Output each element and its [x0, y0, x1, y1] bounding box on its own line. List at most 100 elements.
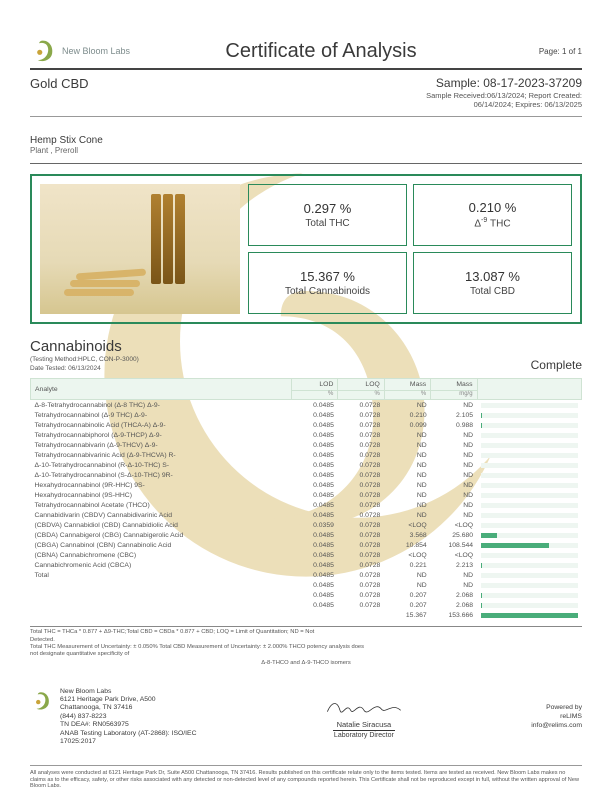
analyte-name	[31, 600, 292, 610]
table-row: Tetrahydrocannabinolic Acid (THCA-A) Δ-9…	[31, 420, 582, 430]
bar-wrap	[481, 403, 577, 408]
product-block: Hemp Stix Cone Plant , Preroll	[30, 135, 582, 155]
bar-wrap	[481, 553, 577, 558]
analyte-bar-cell	[477, 490, 581, 500]
summary-label: Total THC	[305, 218, 349, 229]
analyte-name: Δ-10-Tetrahydrocannabinol (S-Δ-10-THC) 9…	[31, 470, 292, 480]
analyte-bar-cell	[477, 590, 581, 600]
analyte-bar-cell	[477, 510, 581, 520]
analyte-pct: ND	[384, 450, 430, 460]
footer-address-line: 6121 Heritage Park Drive, A500	[60, 696, 197, 704]
table-row: Tetrahydrocannabivarin (Δ-9-THCV) Δ-9-0.…	[31, 440, 582, 450]
analyte-loq: 0.0728	[338, 470, 384, 480]
analyte-name: (CBDVA) Cannabidiol (CBD) Cannabidiolic …	[31, 520, 292, 530]
analyte-lod: 0.0485	[292, 440, 338, 450]
analyte-name: Tetrahydrocannabinol Acetate (THCO)	[31, 500, 292, 510]
unit-loq: %	[338, 391, 384, 400]
notes-divider	[30, 626, 582, 627]
table-row: Total0.04850.0728NDND	[31, 570, 582, 580]
footer-address-line: Chattanooga, TN 37416	[60, 704, 197, 712]
analyte-mgg: 0.988	[431, 420, 477, 430]
analyte-name: Total	[31, 570, 292, 580]
analyte-bar-cell	[477, 610, 581, 620]
bar-fill	[481, 563, 482, 568]
analyte-bar-cell	[477, 500, 581, 510]
analyte-mgg: 153.666	[431, 610, 477, 620]
analyte-loq: 0.0728	[338, 480, 384, 490]
table-row: (CBDA) Cannabigerol (CBG) Cannabigerolic…	[31, 530, 582, 540]
bar-wrap	[481, 583, 577, 588]
analyte-bar-cell	[477, 520, 581, 530]
analyte-mgg: 2.068	[431, 590, 477, 600]
col-analyte: Analyte	[31, 379, 292, 400]
analyte-loq: 0.0728	[338, 520, 384, 530]
analyte-lod	[292, 610, 338, 620]
bar-wrap	[481, 513, 577, 518]
bar-fill	[481, 593, 482, 598]
footer-logo-icon	[30, 690, 52, 712]
disclaimer: All analyses were conducted at 6121 Heri…	[30, 765, 582, 790]
sample-info: Sample: 08-17-2023-37209 Sample Received…	[426, 76, 582, 110]
table-row: Cannabidivarin (CBDV) Cannabidivarinic A…	[31, 510, 582, 520]
analyte-bar-cell	[477, 450, 581, 460]
signature-icon	[324, 696, 404, 718]
bar-wrap	[481, 453, 577, 458]
analyte-loq: 0.0728	[338, 460, 384, 470]
analyte-pct: 15.367	[384, 610, 430, 620]
analyte-bar-cell	[477, 540, 581, 550]
analyte-loq: 0.0728	[338, 600, 384, 610]
analyte-lod: 0.0485	[292, 580, 338, 590]
notes-line3: Total THC Measurement of Uncertainty: ± …	[30, 644, 582, 651]
summary-grid: 0.297 %Total THC0.210 %Δ-9 THC15.367 %To…	[248, 184, 572, 314]
analyte-pct: ND	[384, 490, 430, 500]
analyte-mgg: <LOQ	[431, 550, 477, 560]
product-divider	[30, 163, 582, 164]
analyte-loq	[338, 610, 384, 620]
analyte-bar-cell	[477, 560, 581, 570]
header-rule	[30, 68, 582, 70]
analyte-name: Tetrahydrocannabinolic Acid (THCA-A) Δ-9…	[31, 420, 292, 430]
analyte-pct: ND	[384, 440, 430, 450]
analyte-mgg: 108.544	[431, 540, 477, 550]
summary-cell: 0.297 % Total THC	[248, 184, 407, 246]
table-row: (CBNA) Cannabichromene (CBC)0.04850.0728…	[31, 550, 582, 560]
sample-photo	[40, 184, 240, 314]
product-name: Hemp Stix Cone	[30, 135, 582, 146]
bar-wrap	[481, 483, 577, 488]
analyte-lod: 0.0485	[292, 590, 338, 600]
analyte-pct: 3.568	[384, 530, 430, 540]
analyte-mgg: ND	[431, 470, 477, 480]
analyte-pct: ND	[384, 480, 430, 490]
analyte-loq: 0.0728	[338, 420, 384, 430]
table-row: (CBGA) Cannabinol (CBN) Cannabinolic Aci…	[31, 540, 582, 550]
analyte-pct: ND	[384, 470, 430, 480]
analyte-lod: 0.0485	[292, 570, 338, 580]
analyte-name: Cannabichromenic Acid (CBCA)	[31, 560, 292, 570]
summary-value: 0.297 %	[304, 201, 352, 216]
footer-address-line: TN DEA#: RN0563975	[60, 721, 197, 729]
analyte-mgg: ND	[431, 440, 477, 450]
analyte-loq: 0.0728	[338, 450, 384, 460]
footer-address: New Bloom Labs6121 Heritage Park Drive, …	[60, 688, 197, 747]
analyte-mgg: ND	[431, 400, 477, 411]
cannabinoids-date: Date Tested: 06/13/2024	[30, 365, 139, 373]
table-row: 0.04850.07280.2072.068	[31, 590, 582, 600]
bar-wrap	[481, 593, 577, 598]
client-name: Gold CBD	[30, 76, 89, 91]
analyte-loq: 0.0728	[338, 530, 384, 540]
analyte-bar-cell	[477, 410, 581, 420]
analyte-name: Hexahydrocannabinol (9R-HHC) 9S-	[31, 480, 292, 490]
bar-wrap	[481, 573, 577, 578]
summary-cell: 0.210 %Δ-9 THC	[413, 184, 572, 246]
col-mass-pct: Mass	[384, 379, 430, 391]
analyte-name: Tetrahydrocannabiphorol (Δ-9-THCP) Δ-9-	[31, 430, 292, 440]
table-row: Tetrahydrocannabiphorol (Δ-9-THCP) Δ-9-0…	[31, 430, 582, 440]
analyte-lod: 0.0485	[292, 500, 338, 510]
page-number: Page: 1 of 1	[512, 47, 582, 56]
table-row: (CBDVA) Cannabidiol (CBD) Cannabidiolic …	[31, 520, 582, 530]
analyte-pct: ND	[384, 460, 430, 470]
analyte-bar-cell	[477, 480, 581, 490]
analyte-pct: ND	[384, 580, 430, 590]
analyte-name: (CBDA) Cannabigerol (CBG) Cannabigerolic…	[31, 530, 292, 540]
cannabinoids-status: Complete	[531, 358, 582, 372]
